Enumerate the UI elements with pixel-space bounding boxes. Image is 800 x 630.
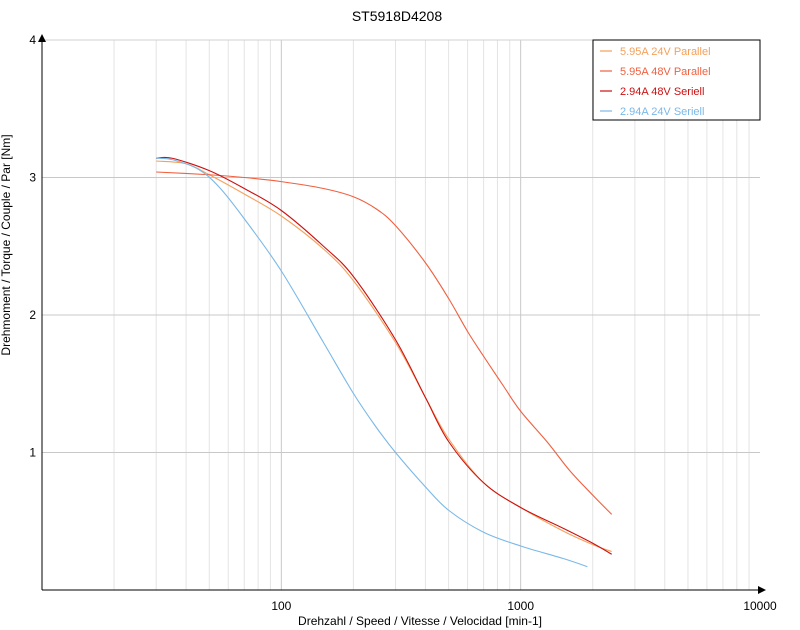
series-line-2 xyxy=(156,171,613,515)
axes xyxy=(38,34,766,594)
legend: 5.95A 24V Parallel 5.95A 48V Parallel 2.94… xyxy=(592,39,761,121)
y-axis-label: Drehmoment / Torque / Couple / Par [Nm] xyxy=(0,134,13,355)
tick-labels: 100 1000 10000 1 2 3 4 xyxy=(29,33,777,613)
y-tick-label: 1 xyxy=(29,446,36,460)
legend-label-2: 5.95A 48V Parallel xyxy=(620,66,711,78)
y-tick-label: 3 xyxy=(29,171,36,185)
x-tick-label: 100 xyxy=(271,599,291,613)
grid xyxy=(42,39,760,590)
x-axis-label: Drehzahl / Speed / Vitesse / Velocidad [… xyxy=(298,614,542,628)
y-tick-label: 2 xyxy=(29,308,36,322)
chart-title: ST5918D4208 xyxy=(352,8,443,24)
legend-label-1: 5.95A 24V Parallel xyxy=(620,46,711,58)
y-tick-label: 4 xyxy=(29,33,36,47)
series-line-3 xyxy=(156,156,612,555)
legend-label-3: 2.94A 48V Seriell xyxy=(620,86,704,98)
series-line-1 xyxy=(156,160,612,553)
x-tick-label: 10000 xyxy=(743,599,777,613)
legend-box xyxy=(592,39,761,121)
legend-label-4: 2.94A 24V Seriell xyxy=(620,106,704,118)
series-line-4 xyxy=(156,157,588,568)
x-tick-label: 1000 xyxy=(507,599,534,613)
y-axis-arrow xyxy=(38,34,46,42)
series-lines xyxy=(156,156,613,568)
x-axis-arrow xyxy=(758,586,766,594)
